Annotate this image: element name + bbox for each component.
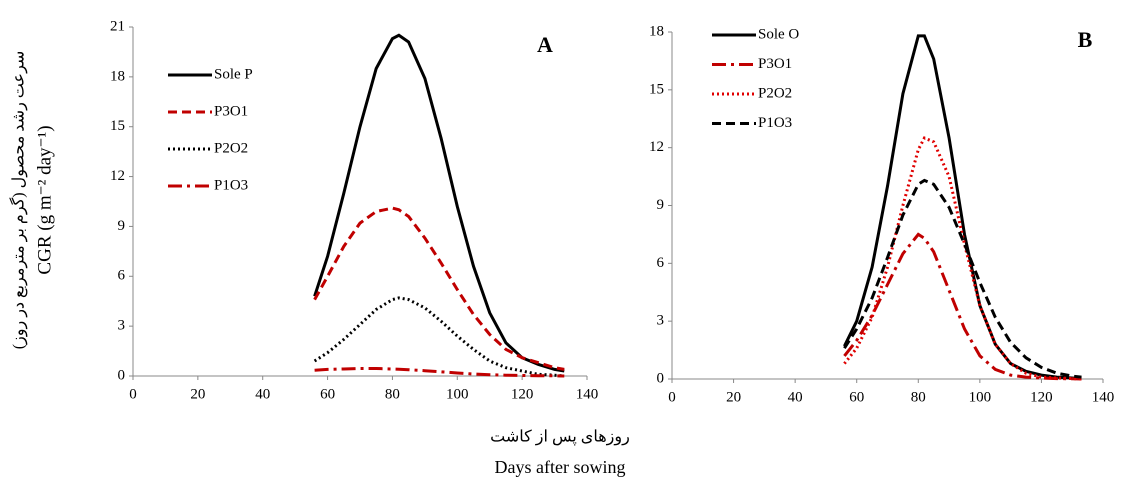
x-tick-label: 40: [788, 389, 803, 405]
x-tick-label: 140: [1092, 389, 1115, 405]
data-line: [313, 33, 565, 373]
legend-label: Sole P: [214, 66, 253, 82]
x-tick-label: 20: [726, 389, 741, 405]
x-tick-label: 0: [668, 389, 676, 405]
y-tick-label: 6: [657, 255, 665, 271]
data-line: [313, 206, 565, 371]
y-tick-label: 0: [118, 367, 126, 383]
y-tick-label: 0: [657, 370, 665, 386]
y-tick-label: 6: [118, 268, 126, 284]
x-tick-label: 100: [446, 386, 469, 402]
legend-label: P1O3: [214, 177, 248, 193]
data-line: [843, 136, 1082, 381]
legend-label: P3O1: [214, 103, 248, 119]
y-tick-label: 18: [110, 68, 125, 84]
legend-label: Sole O: [758, 26, 799, 42]
y-axis-label-fa: سرعت رشد محصول (گرم بر مترمربع در روز): [9, 51, 28, 350]
x-tick-label: 20: [190, 386, 205, 402]
x-tick-label: 60: [320, 386, 335, 402]
legend-label: P3O1: [758, 56, 792, 72]
y-tick-label: 12: [649, 139, 664, 155]
data-line: [843, 232, 1082, 381]
x-tick-label: 80: [385, 386, 400, 402]
legend-label: P1O3: [758, 115, 792, 131]
y-axis-label: CGR (g m⁻² day⁻¹): [34, 125, 55, 274]
panel-title: A: [537, 32, 553, 57]
y-tick-label: 3: [118, 318, 126, 334]
x-axis-label-fa: روزهای پس از کاشت: [490, 429, 630, 446]
y-tick-label: 21: [110, 18, 125, 34]
panel-title: B: [1078, 27, 1093, 52]
data-line: [313, 296, 565, 378]
data-line: [314, 367, 565, 378]
x-tick-label: 0: [129, 386, 137, 402]
x-tick-label: 120: [511, 386, 534, 402]
x-tick-label: 140: [576, 386, 599, 402]
y-tick-label: 15: [110, 118, 125, 134]
x-tick-label: 40: [255, 386, 270, 402]
y-tick-label: 15: [649, 81, 664, 97]
y-tick-label: 9: [118, 218, 126, 234]
x-tick-label: 120: [1030, 389, 1053, 405]
x-tick-label: 80: [911, 389, 926, 405]
y-tick-label: 18: [649, 23, 664, 39]
y-tick-label: 9: [657, 197, 665, 213]
y-tick-label: 3: [657, 313, 665, 329]
x-tick-label: 100: [969, 389, 992, 405]
x-tick-label: 60: [849, 389, 864, 405]
legend-label: P2O2: [758, 85, 792, 101]
x-axis-label: Days after sowing: [495, 457, 626, 477]
y-tick-label: 12: [110, 168, 125, 184]
data-line: [843, 34, 1082, 381]
legend-label: P2O2: [214, 140, 248, 156]
data-line: [843, 178, 1082, 379]
